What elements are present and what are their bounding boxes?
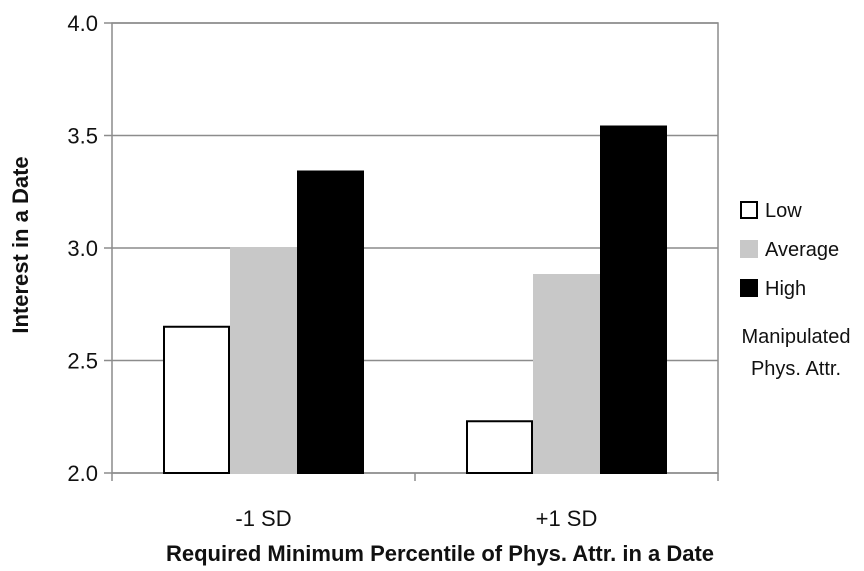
bar-high-2 (600, 125, 667, 474)
legend-label-low: Low (765, 200, 802, 222)
bar-average-1 (230, 247, 297, 474)
legend-swatch-high (740, 279, 758, 297)
x-tick-label: +1 SD (536, 506, 598, 531)
y-tick-label: 4.0 (67, 11, 98, 36)
legend-label-average: Average (765, 239, 839, 261)
y-tick-label: 2.0 (67, 461, 98, 486)
x-axis-title: Required Minimum Percentile of Phys. Att… (166, 541, 714, 566)
legend-title-line: Phys. Attr. (751, 358, 841, 380)
legend-label-high: High (765, 278, 806, 300)
legend-title-line: Manipulated (742, 326, 851, 348)
y-tick-label: 2.5 (67, 349, 98, 374)
bar-low-1 (163, 325, 230, 474)
y-tick-label: 3.0 (67, 236, 98, 261)
x-tick-label: -1 SD (235, 506, 291, 531)
bar-average-2 (533, 274, 600, 474)
y-axis-title: Interest in a Date (8, 156, 33, 333)
x-axis-ticks: -1 SD +1 SD (111, 473, 719, 531)
y-axis-ticks: 2.0 2.5 3.0 3.5 4.0 (67, 11, 112, 486)
legend-swatch-low (740, 201, 758, 219)
bar-high-1 (297, 170, 364, 474)
y-tick-label: 3.5 (67, 124, 98, 149)
legend: Low Average High Manipulated Phys. Attr. (740, 200, 851, 380)
bars (163, 125, 667, 474)
bar-low-2 (466, 420, 533, 474)
legend-swatch-average (740, 240, 758, 258)
